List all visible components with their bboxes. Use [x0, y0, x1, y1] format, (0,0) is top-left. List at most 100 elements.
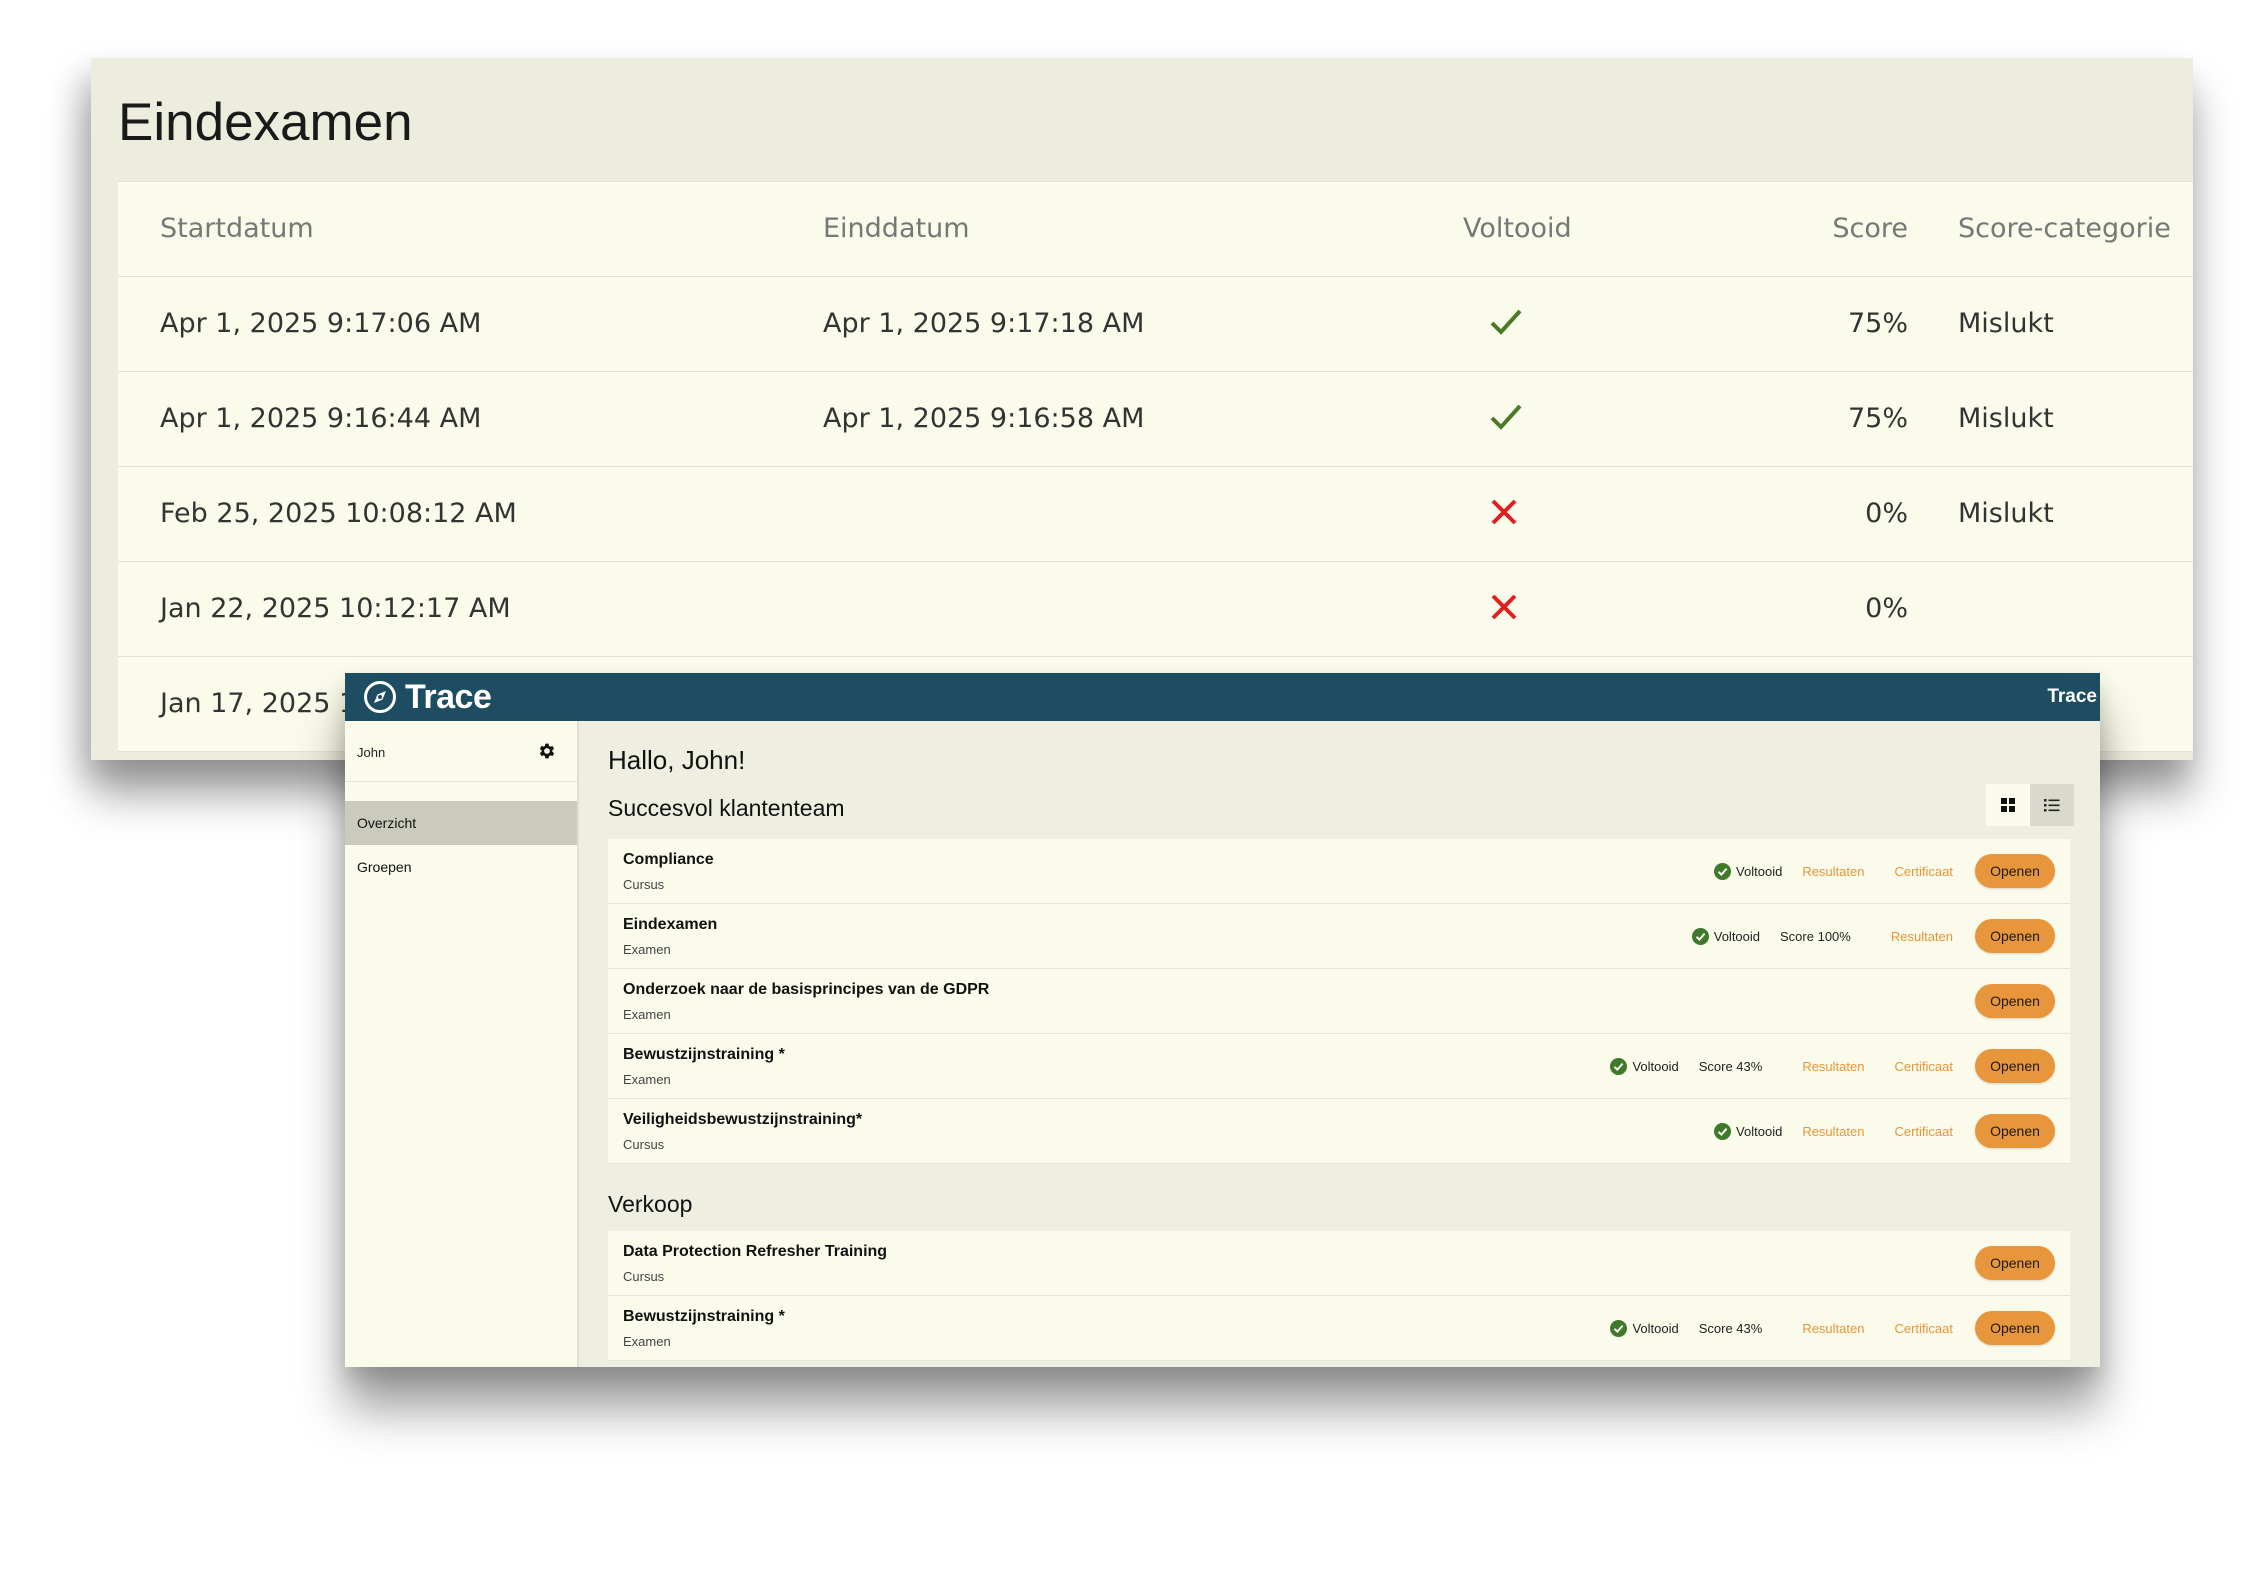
- check-circle-icon: [1714, 1122, 1732, 1140]
- brand-logo[interactable]: Trace: [363, 678, 492, 716]
- grid-view-button[interactable]: [1986, 784, 2030, 826]
- cell-category: Mislukt: [1958, 498, 2054, 529]
- status-badge: Voltooid: [1610, 1319, 1679, 1337]
- sidebar-item-groepen[interactable]: Groepen: [357, 859, 412, 875]
- cell-start: Apr 1, 2025 9:17:06 AM: [160, 308, 482, 339]
- cell-start: Jan 22, 2025 10:12:17 AM: [160, 593, 511, 624]
- greeting: Hallo, John!: [608, 745, 746, 775]
- sidebar-item-overzicht[interactable]: Overzicht: [345, 801, 577, 845]
- trace-app-window: Trace Trace John Overzicht Groepen Hallo…: [345, 673, 2100, 1367]
- course-type: Examen: [623, 1072, 671, 1087]
- course-row: Compliance Cursus Voltooid Resultaten Certif…: [608, 839, 2070, 904]
- course-type: Cursus: [623, 1137, 665, 1152]
- cell-start: Jan 17, 2025 12: [160, 688, 374, 719]
- course-name[interactable]: Veiligheidsbewustzijnstraining*: [623, 1111, 863, 1128]
- course-name[interactable]: Bewustzijnstraining *: [623, 1046, 785, 1063]
- course-list: Data Protection Refresher Training Cursus…: [608, 1231, 2070, 1361]
- course-row: Veiligheidsbewustzijnstraining* Cursus Vol…: [608, 1099, 2070, 1164]
- course-actions: Openen: [1975, 969, 2055, 1033]
- group-title: Verkoop: [608, 1191, 693, 1217]
- score-label: Score 100%: [1780, 928, 1851, 944]
- course-type: Examen: [623, 1334, 671, 1349]
- table-row[interactable]: Jan 22, 2025 10:12:17 AM 0%: [118, 562, 2193, 657]
- sidebar-nav: Overzicht Groepen: [345, 801, 577, 889]
- open-button[interactable]: Openen: [1975, 1246, 2055, 1280]
- course-row: Eindexamen Examen Voltooid Score 100% Result…: [608, 904, 2070, 969]
- status-badge: Voltooid: [1714, 862, 1783, 880]
- column-header-category[interactable]: Score-categorie: [1958, 213, 2171, 244]
- open-button[interactable]: Openen: [1975, 919, 2055, 953]
- cell-category: Mislukt: [1958, 308, 2054, 339]
- column-header-start[interactable]: Startdatum: [160, 213, 314, 244]
- table-row[interactable]: Apr 1, 2025 9:17:06 AM Apr 1, 2025 9:17:1…: [118, 277, 2193, 372]
- check-circle-icon: [1691, 927, 1709, 945]
- course-actions: Voltooid Resultaten Certificaat Openen: [1714, 839, 2055, 903]
- status-label: Voltooid: [1713, 928, 1761, 944]
- cell-completed: [1463, 372, 1553, 466]
- cell-start: Feb 25, 2025 10:08:12 AM: [160, 498, 517, 529]
- cell-end: Apr 1, 2025 9:16:58 AM: [823, 403, 1145, 434]
- course-actions: Voltooid Score 100% Resultaten Openen: [1691, 904, 2055, 968]
- gear-icon[interactable]: [537, 741, 557, 761]
- certificate-link[interactable]: Certificaat: [1894, 1123, 1953, 1139]
- course-row: Onderzoek naar de basisprincipes van de …: [608, 969, 2070, 1034]
- status-badge: Voltooid: [1610, 1057, 1679, 1075]
- status-label: Voltooid: [1736, 863, 1783, 879]
- course-row: Bewustzijnstraining * Examen Voltooid Score…: [608, 1034, 2070, 1099]
- results-link[interactable]: Resultaten: [1802, 1058, 1865, 1074]
- check-circle-icon: [1714, 862, 1732, 880]
- exam-title: Eindexamen: [118, 93, 413, 152]
- cross-icon: [1491, 499, 1517, 525]
- exam-attempts-window: Eindexamen Startdatum Einddatum Voltooid…: [91, 58, 2193, 760]
- open-button[interactable]: Openen: [1975, 854, 2055, 888]
- course-name[interactable]: Onderzoek naar de basisprincipes van de …: [623, 981, 990, 998]
- certificate-link[interactable]: Certificaat: [1894, 1320, 1953, 1336]
- app-header: Trace Trace: [345, 673, 2100, 721]
- status-badge: Voltooid: [1691, 927, 1761, 945]
- cell-end: Apr 1, 2025 9:17:18 AM: [823, 308, 1145, 339]
- list-icon: [2044, 799, 2060, 812]
- course-name[interactable]: Data Protection Refresher Training: [623, 1243, 888, 1260]
- course-name[interactable]: Compliance: [623, 851, 714, 868]
- view-toggle: [1986, 784, 2074, 826]
- column-header-completed[interactable]: Voltooid: [1463, 213, 1572, 244]
- certificate-link[interactable]: Certificaat: [1894, 1058, 1953, 1074]
- course-name[interactable]: Bewustzijnstraining *: [623, 1308, 785, 1325]
- course-actions: Voltooid Score 43% Resultaten Certificaat Op…: [1610, 1034, 2055, 1098]
- group-title: Succesvol klantenteam: [608, 795, 845, 821]
- results-link[interactable]: Resultaten: [1802, 863, 1865, 879]
- list-view-button[interactable]: [2030, 784, 2074, 826]
- results-link[interactable]: Resultaten: [1802, 1123, 1865, 1139]
- status-label: Voltooid: [1632, 1058, 1679, 1074]
- cell-completed: [1463, 277, 1553, 371]
- cell-completed: [1463, 467, 1553, 561]
- results-link[interactable]: Resultaten: [1802, 1320, 1865, 1336]
- table-row[interactable]: Feb 25, 2025 10:08:12 AM 0% Mislukt: [118, 467, 2193, 562]
- score-label: Score 43%: [1698, 1058, 1763, 1074]
- open-button[interactable]: Openen: [1975, 1049, 2055, 1083]
- course-type: Cursus: [623, 877, 665, 892]
- cell-score: 75%: [1847, 308, 1908, 339]
- course-type: Examen: [623, 942, 671, 957]
- cell-category: Mislukt: [1958, 403, 2054, 434]
- cross-icon: [1491, 594, 1517, 620]
- compass-icon: [364, 681, 396, 713]
- score-label: Score 43%: [1698, 1320, 1763, 1336]
- check-circle-icon: [1610, 1319, 1628, 1337]
- grid-icon: [2001, 798, 2015, 812]
- check-icon: [1490, 404, 1522, 430]
- check-icon: [1490, 309, 1522, 335]
- open-button[interactable]: Openen: [1975, 984, 2055, 1018]
- column-header-score[interactable]: Score: [1832, 213, 1908, 244]
- column-header-end[interactable]: Einddatum: [823, 213, 970, 244]
- open-button[interactable]: Openen: [1975, 1114, 2055, 1148]
- results-link[interactable]: Resultaten: [1890, 928, 1953, 944]
- course-name[interactable]: Eindexamen: [623, 916, 718, 933]
- exam-attempts-table: Startdatum Einddatum Voltooid Score Scor…: [118, 181, 2193, 752]
- table-row[interactable]: Apr 1, 2025 9:16:44 AM Apr 1, 2025 9:16:5…: [118, 372, 2193, 467]
- certificate-link[interactable]: Certificaat: [1894, 863, 1953, 879]
- open-button[interactable]: Openen: [1975, 1311, 2055, 1345]
- course-actions: Openen: [1975, 1231, 2055, 1295]
- check-circle-icon: [1610, 1057, 1628, 1075]
- course-type: Examen: [623, 1007, 671, 1022]
